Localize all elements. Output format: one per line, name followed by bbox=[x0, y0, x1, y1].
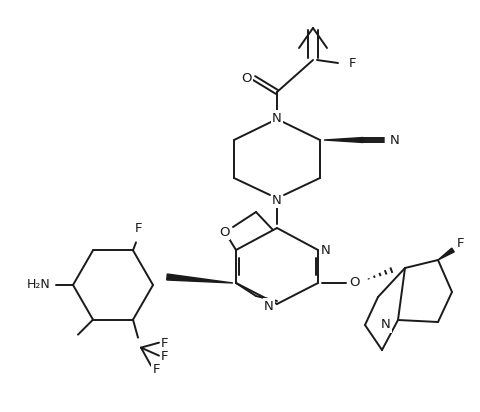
Text: O: O bbox=[219, 225, 229, 239]
Text: N: N bbox=[321, 243, 331, 257]
Text: N: N bbox=[272, 112, 282, 124]
Text: F: F bbox=[152, 363, 160, 376]
Text: O: O bbox=[242, 72, 252, 84]
Text: N: N bbox=[381, 318, 391, 332]
Text: F: F bbox=[161, 337, 169, 350]
Text: N: N bbox=[390, 133, 400, 147]
Polygon shape bbox=[167, 274, 233, 283]
Text: F: F bbox=[134, 222, 142, 235]
Text: N: N bbox=[264, 300, 274, 312]
Text: N: N bbox=[272, 194, 282, 206]
Text: O: O bbox=[350, 276, 360, 290]
Text: H₂N: H₂N bbox=[26, 279, 50, 292]
Text: F: F bbox=[161, 350, 169, 363]
Polygon shape bbox=[324, 138, 363, 143]
Text: F: F bbox=[348, 56, 356, 70]
Polygon shape bbox=[438, 248, 454, 260]
Text: F: F bbox=[457, 236, 465, 250]
